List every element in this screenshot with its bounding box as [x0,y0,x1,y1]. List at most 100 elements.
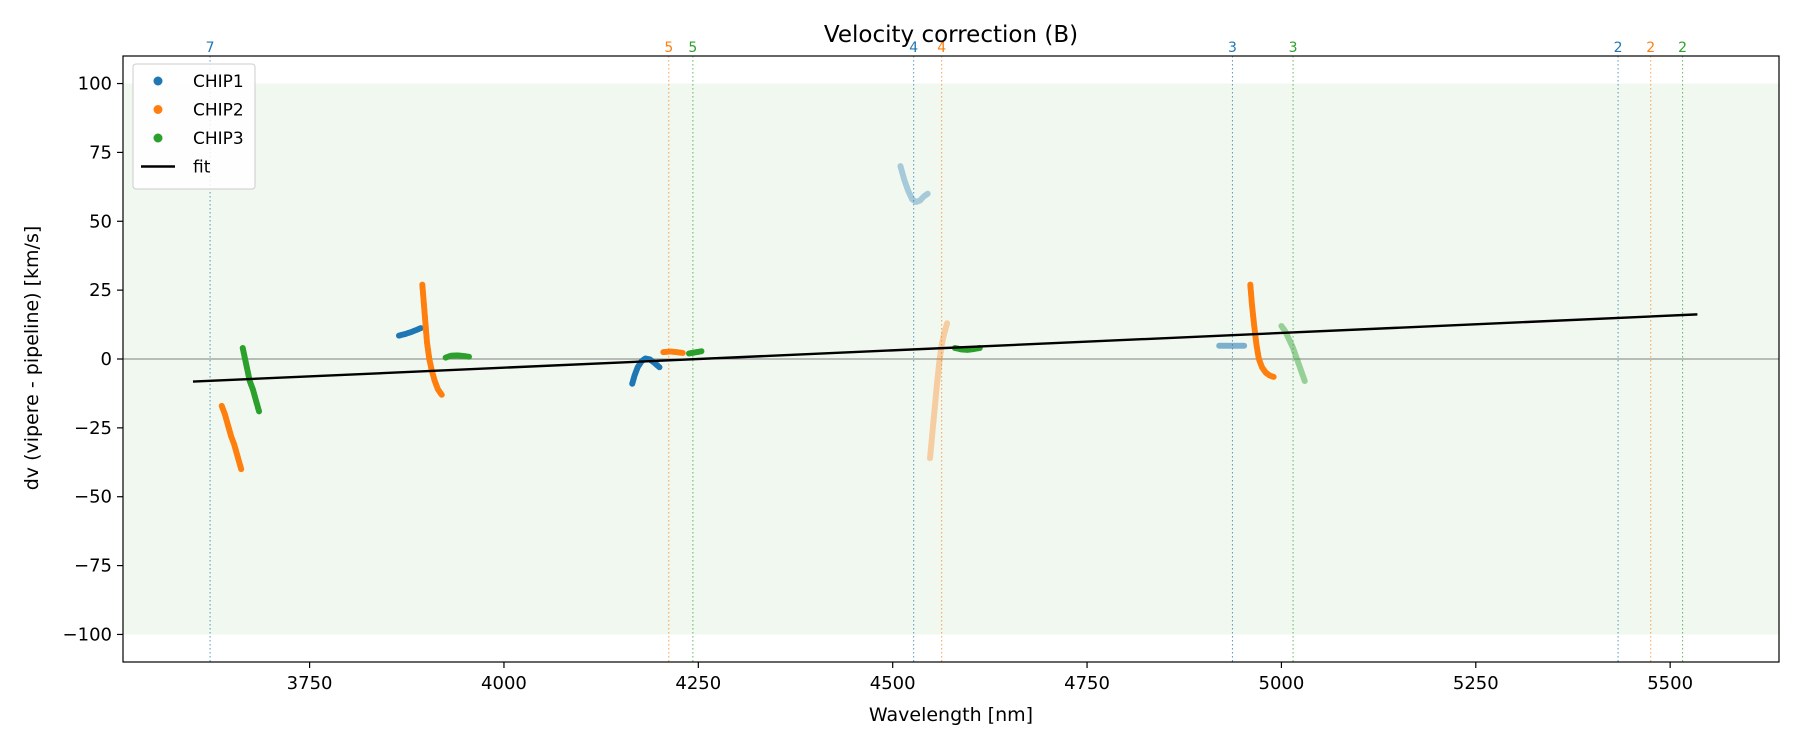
data-point [1291,349,1298,356]
series-chip2 [1247,281,1277,380]
series-chip2 [419,281,445,398]
legend-box [132,63,256,190]
legend-point-swatch [153,105,163,114]
data-point [912,198,919,205]
data-point [930,414,937,421]
data-point [940,332,947,339]
x-tick-label: 5500 [1647,673,1693,694]
data-point [931,411,938,418]
data-point [932,396,939,403]
data-point [934,373,941,380]
data-point [656,364,663,371]
data-point [1299,371,1306,378]
data-point [1295,361,1302,368]
x-tick-label: 5250 [1453,673,1499,694]
data-point [913,198,920,205]
data-point [930,423,937,430]
data-point [927,455,934,462]
data-point [927,446,934,453]
data-point [935,363,942,370]
data-point [917,196,924,203]
data-point [928,439,935,446]
data-series [218,163,1308,473]
data-point [930,421,937,428]
data-point [930,420,937,427]
data-point [927,453,934,460]
data-point [943,321,950,328]
data-point [918,195,925,202]
series-chip3 [685,348,705,357]
data-point [927,449,934,456]
data-point [899,168,906,175]
data-point [899,171,906,178]
data-point [906,190,913,197]
data-point [927,444,934,451]
legend-point-swatch [153,76,163,86]
x-tick-label: 4750 [1064,673,1110,694]
data-point [931,407,938,414]
series-chip1 [396,325,424,339]
data-point [927,450,934,457]
order-marker: 5 [688,40,697,662]
data-point [438,391,445,398]
y-axis-label: dv (vipere - pipeline) [km/s] [21,226,43,491]
order-marker-label: 2 [1614,40,1623,56]
data-point [1299,372,1306,379]
data-point [928,442,935,449]
data-point [1241,342,1248,349]
data-point [1301,378,1308,385]
data-point [941,331,948,338]
data-point [933,390,940,397]
data-point [942,324,949,331]
data-point [933,385,940,392]
data-point [1293,356,1300,362]
data-point [944,320,951,327]
data-point [933,388,940,395]
data-point [935,364,942,371]
y-tick-label: −50 [74,487,112,508]
order-marker: 2 [1614,40,1623,662]
order-marker: 4 [937,40,946,662]
data-point [897,164,904,171]
order-marker: 2 [1646,40,1655,662]
series-chip1 [1216,342,1248,349]
legend: CHIP1 CHIP2 CHIP3 fit [132,63,256,190]
x-tick-label: 4500 [870,673,916,694]
data-point [922,192,929,199]
order-marker: 4 [909,40,918,662]
data-point [934,377,941,384]
data-point [939,339,946,346]
x-ticks: 3750 4000 4250 4500 4750 5000 5250 5500 [287,662,1693,694]
y-tick-label: 75 [89,142,112,163]
data-point [899,170,906,177]
y-tick-label: 0 [101,349,112,370]
data-point [904,186,911,193]
data-point [932,393,939,400]
data-point [932,398,939,405]
data-point [939,338,946,345]
data-point [909,196,916,203]
data-point [238,466,245,473]
data-point [1288,341,1295,348]
data-point [898,165,905,172]
data-point [929,425,936,432]
data-point [1278,322,1285,329]
data-point [928,440,935,447]
order-marker: 5 [664,40,673,662]
data-point [901,176,908,183]
data-point [1294,358,1301,365]
x-axis-label: Wavelength [nm] [869,704,1033,726]
series-chip3 [951,344,983,353]
data-point [932,395,939,402]
data-point [942,325,949,332]
data-point [1291,347,1298,354]
series-chip2 [660,348,686,356]
legend-entry: CHIP2 [153,101,244,121]
data-point [932,401,939,408]
data-point [933,383,940,390]
data-point [936,361,943,368]
data-point [937,351,944,358]
data-point [916,197,923,204]
data-point [1288,342,1295,349]
